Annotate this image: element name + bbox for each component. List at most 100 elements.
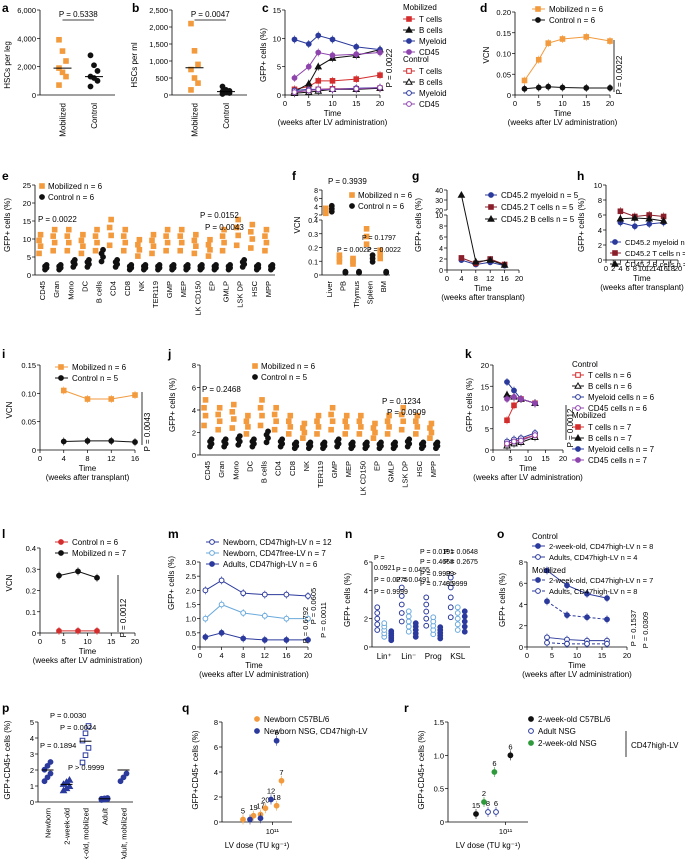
data-point xyxy=(51,226,58,233)
y-tick-label: 10 xyxy=(435,213,443,220)
legend-marker xyxy=(58,539,64,545)
data-point xyxy=(518,396,524,402)
data-point xyxy=(135,241,141,248)
data-point xyxy=(63,58,69,64)
series-line xyxy=(524,36,611,81)
y-axis-label: VCN xyxy=(293,216,302,233)
x-tick-label: 5 xyxy=(508,454,512,463)
data-point xyxy=(392,439,398,446)
data-point xyxy=(400,418,407,425)
data-point xyxy=(164,226,171,233)
data-point xyxy=(374,610,381,616)
category-label: GMP xyxy=(165,281,174,298)
x-axis-label: Time xyxy=(519,464,537,473)
legend-label: CD45.2 B cells n = 5 xyxy=(501,215,575,224)
legend-label: Adult NSG xyxy=(538,727,576,736)
data-point xyxy=(423,594,430,601)
data-point xyxy=(386,424,392,430)
p-value: P = 0.0491 xyxy=(396,577,430,584)
data-point xyxy=(454,604,461,611)
legend-label: CD45.2 myeloid n = 6 xyxy=(625,238,685,247)
data-point xyxy=(123,770,130,777)
y-tick-label: 8 xyxy=(314,188,318,195)
data-point xyxy=(255,262,262,268)
legend-marker xyxy=(252,363,258,369)
data-point xyxy=(59,48,66,54)
y-axis-label: HSCs per ml xyxy=(130,42,139,88)
legend-bracket-label: CD47high-LV xyxy=(631,741,679,750)
legend-label: B cells xyxy=(419,26,443,35)
x-tick-label: 16 xyxy=(500,274,508,283)
data-point xyxy=(82,730,89,737)
x-tick-label: 4 xyxy=(459,274,463,283)
data-point xyxy=(233,242,240,249)
legend-marker xyxy=(575,457,581,463)
data-point xyxy=(184,262,191,268)
point-n-label: 18 xyxy=(272,793,280,802)
legend-label: B cells n = 6 xyxy=(588,382,632,391)
y-tick-label: 2.5 xyxy=(186,572,196,581)
x-axis-sublabel: (weeks after LV administration) xyxy=(33,656,143,665)
y-tick-label: 1,500 xyxy=(149,40,168,49)
data-point xyxy=(363,226,370,232)
y-axis-label: GFP+ cells (%) xyxy=(343,573,352,627)
y-tick-label: 0.10 xyxy=(496,50,511,59)
data-point xyxy=(177,233,184,239)
legend-group-title: Control xyxy=(532,532,558,541)
category-label: HSC xyxy=(415,460,424,476)
data-point xyxy=(100,246,106,253)
category-label: B cells xyxy=(95,281,104,303)
y-tick-label: 2,000 xyxy=(17,63,36,72)
legend-marker xyxy=(406,38,412,44)
series-line xyxy=(461,259,505,267)
data-point xyxy=(405,623,412,630)
point-n-label: 6 xyxy=(492,759,496,768)
p-value: P = 0.1537 xyxy=(629,610,638,646)
data-point xyxy=(423,608,430,615)
point-n-label: 7 xyxy=(279,768,283,777)
legend-marker xyxy=(575,372,581,378)
data-point xyxy=(398,601,405,608)
y-tick-label: 2 xyxy=(192,429,196,438)
data-point xyxy=(414,424,421,430)
data-point xyxy=(240,590,247,597)
category-label: BM xyxy=(379,281,388,292)
y-tick-label: 3.0 xyxy=(186,558,196,567)
y-tick-label: 0.1 xyxy=(308,259,318,266)
data-point xyxy=(273,404,279,411)
data-point xyxy=(92,233,99,239)
data-point xyxy=(427,435,433,441)
data-point xyxy=(304,79,313,87)
legend-label: CD45.2 B cells n = 6 xyxy=(625,260,685,269)
x-tick-label: 15 xyxy=(582,99,590,108)
legend-marker xyxy=(209,550,215,556)
data-point xyxy=(405,608,412,615)
data-point xyxy=(388,628,395,635)
data-point xyxy=(222,436,229,443)
data-point xyxy=(122,226,129,233)
data-point xyxy=(262,805,269,812)
data-point xyxy=(36,250,42,257)
legend-marker xyxy=(535,554,541,560)
legend-label: Adults, CD47high-LV n = 6 xyxy=(223,560,318,569)
data-point xyxy=(285,418,292,425)
data-point xyxy=(188,66,194,73)
legend-label: Control n = 5 xyxy=(72,374,119,383)
data-point xyxy=(353,51,360,58)
legend-marker xyxy=(612,250,618,256)
data-point xyxy=(378,439,384,446)
p-value: P > 0.9999 xyxy=(68,763,104,772)
p-value: P = 0.0152 xyxy=(200,211,239,220)
data-point xyxy=(584,590,590,597)
data-point xyxy=(75,568,81,575)
data-point xyxy=(398,411,405,418)
data-point xyxy=(241,256,248,263)
data-point xyxy=(420,439,427,446)
data-point xyxy=(454,610,461,616)
data-point xyxy=(461,628,468,635)
data-point xyxy=(65,239,72,246)
x-axis-label: Time xyxy=(79,464,97,473)
data-point xyxy=(265,428,271,435)
legend-marker xyxy=(406,68,412,74)
